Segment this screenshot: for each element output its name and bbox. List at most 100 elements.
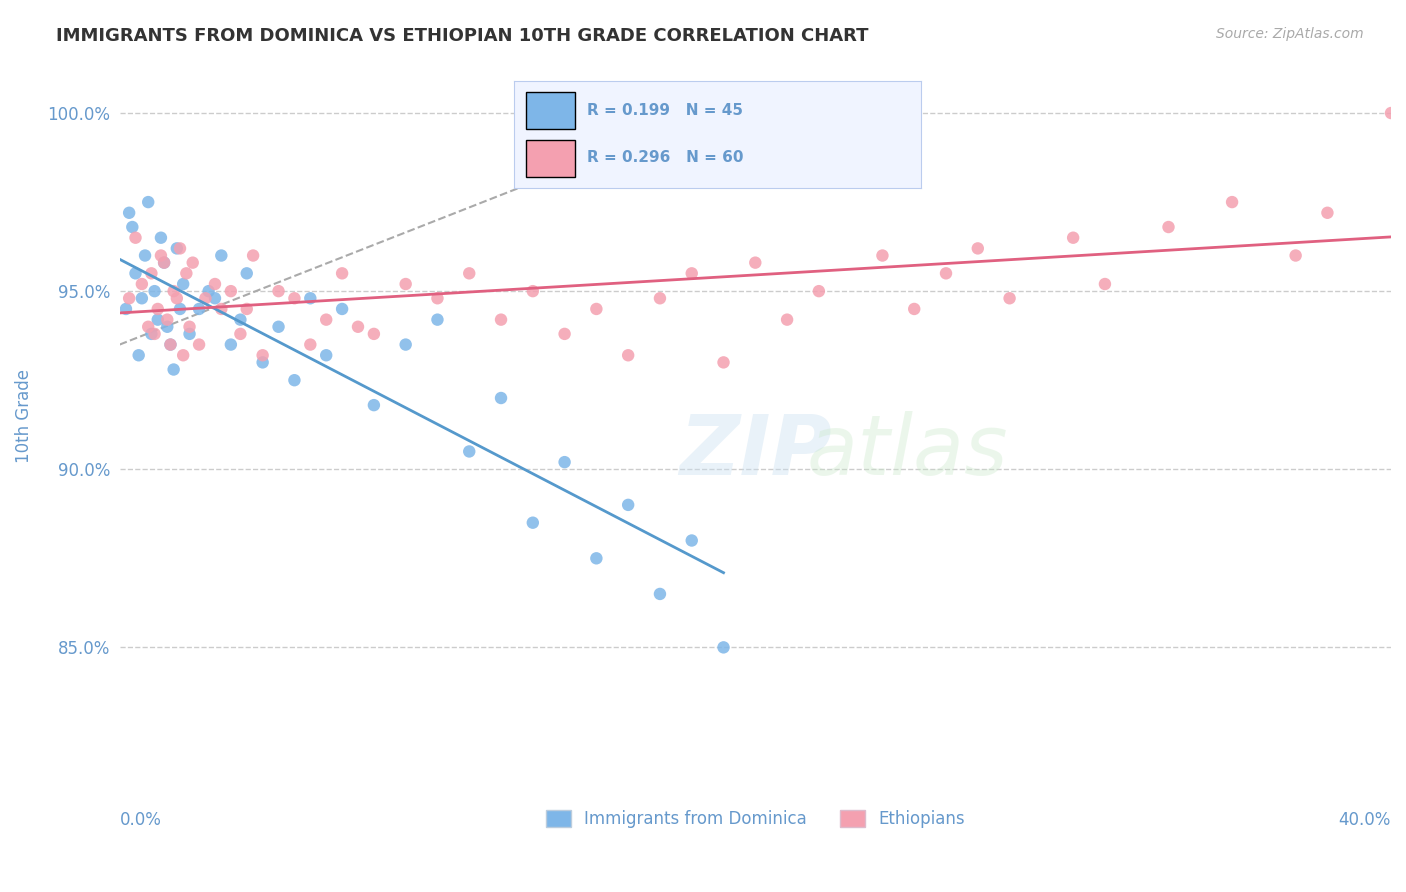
Point (363, 326, 385, 341)
Point (121, 220, 143, 235)
Point (744, 255, 766, 269)
Point (363, 398, 385, 412)
Point (1316, 206, 1339, 220)
Point (426, 291, 449, 305)
Y-axis label: 10th Grade: 10th Grade (15, 368, 32, 463)
Point (299, 337, 322, 351)
Point (648, 587, 671, 601)
Point (330, 301, 353, 316)
Point (166, 241, 188, 255)
Text: 0.0%: 0.0% (120, 812, 162, 830)
Point (188, 301, 211, 316)
Point (169, 241, 191, 255)
Point (966, 241, 988, 255)
Text: ZIP: ZIP (679, 411, 831, 492)
Point (713, 355, 735, 369)
Point (713, 640, 735, 655)
Point (935, 266, 957, 280)
Point (1157, 220, 1180, 235)
Point (169, 301, 191, 316)
Point (489, 312, 512, 326)
Point (267, 319, 290, 334)
Point (204, 291, 226, 305)
Point (141, 266, 163, 280)
Point (330, 266, 353, 280)
Point (172, 348, 194, 362)
Text: atlas: atlas (807, 411, 1008, 492)
Point (149, 248, 172, 262)
Point (179, 326, 201, 341)
Point (219, 284, 242, 298)
Point (146, 312, 169, 326)
Point (156, 312, 179, 326)
Point (194, 291, 217, 305)
Point (395, 337, 418, 351)
Point (252, 355, 274, 369)
Point (283, 373, 305, 387)
Point (172, 277, 194, 291)
Point (681, 266, 703, 280)
Point (197, 284, 219, 298)
Point (159, 337, 181, 351)
Point (163, 284, 186, 298)
Point (209, 301, 232, 316)
Point (146, 301, 169, 316)
Point (124, 266, 146, 280)
Point (458, 266, 481, 280)
Point (776, 312, 799, 326)
Point (903, 301, 925, 316)
Point (872, 248, 894, 262)
Point (131, 291, 153, 305)
Point (128, 348, 150, 362)
Text: 40.0%: 40.0% (1339, 812, 1391, 830)
Point (156, 319, 179, 334)
Point (1062, 230, 1084, 244)
Point (998, 291, 1021, 305)
Point (176, 266, 198, 280)
Point (283, 291, 305, 305)
Point (134, 248, 156, 262)
Point (681, 533, 703, 548)
Point (181, 255, 204, 269)
Point (242, 248, 264, 262)
Point (347, 319, 370, 334)
Legend: Immigrants from Dominica, Ethiopians: Immigrants from Dominica, Ethiopians (538, 804, 972, 835)
Point (395, 277, 418, 291)
Point (235, 301, 257, 316)
Point (159, 337, 181, 351)
Point (115, 301, 138, 316)
Point (1379, 106, 1402, 120)
Point (489, 391, 512, 405)
Point (1094, 277, 1116, 291)
Text: Source: ZipAtlas.com: Source: ZipAtlas.com (1216, 27, 1364, 41)
Point (149, 230, 172, 244)
Point (617, 348, 640, 362)
Point (229, 312, 252, 326)
Point (124, 230, 146, 244)
Point (807, 284, 830, 298)
Point (648, 291, 671, 305)
Point (131, 277, 153, 291)
Point (235, 266, 257, 280)
Point (585, 301, 607, 316)
Point (522, 284, 544, 298)
Point (267, 284, 290, 298)
Point (163, 362, 186, 376)
Point (585, 551, 607, 566)
Point (209, 248, 232, 262)
Text: IMMIGRANTS FROM DOMINICA VS ETHIOPIAN 10TH GRADE CORRELATION CHART: IMMIGRANTS FROM DOMINICA VS ETHIOPIAN 10… (56, 27, 869, 45)
Point (153, 255, 176, 269)
Point (315, 312, 337, 326)
Point (229, 326, 252, 341)
Point (219, 337, 242, 351)
Point (617, 498, 640, 512)
Point (143, 326, 166, 341)
Point (166, 291, 188, 305)
Point (118, 206, 141, 220)
Point (315, 348, 337, 362)
Point (136, 319, 159, 334)
Point (299, 291, 322, 305)
Point (458, 444, 481, 458)
Point (179, 319, 201, 334)
Point (554, 455, 576, 469)
